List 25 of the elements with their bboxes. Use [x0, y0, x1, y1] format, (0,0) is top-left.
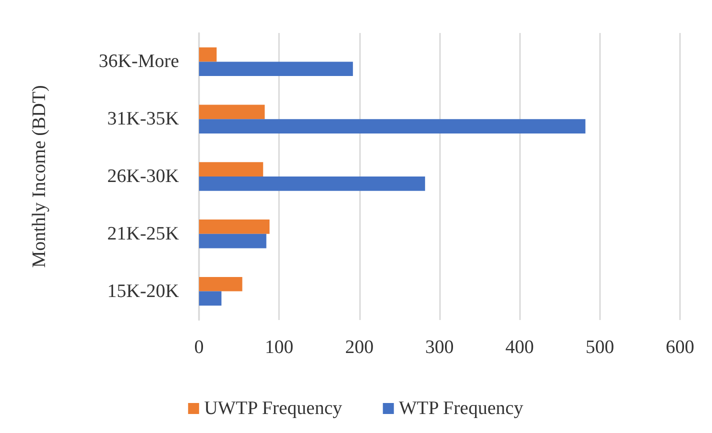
- x-tick-label: 100: [264, 337, 294, 358]
- y-tick-label: 15K-20K: [107, 280, 180, 302]
- bar: [199, 176, 426, 191]
- bar: [199, 104, 265, 120]
- legend-label: UWTP Frequency: [204, 398, 343, 419]
- y-axis-title: Monthly Income (BDT): [29, 85, 50, 268]
- bar: [199, 291, 222, 306]
- x-tick-label: 600: [666, 337, 694, 358]
- bar: [199, 220, 270, 234]
- x-tick-label: 300: [425, 337, 454, 358]
- y-tick-label: 21K-25K: [107, 223, 180, 244]
- y-tick-label: 31K-35K: [107, 108, 180, 130]
- x-tick-label: 200: [345, 337, 374, 358]
- y-tick-label: 26K-30K: [107, 166, 180, 187]
- y-tick-label: 36K-More: [98, 51, 179, 72]
- bar: [199, 119, 586, 134]
- bar: [199, 276, 242, 292]
- bar: [199, 162, 264, 176]
- x-tick-label: 500: [586, 337, 614, 358]
- bar: [199, 47, 217, 62]
- x-tick-label: 400: [505, 337, 534, 358]
- x-tick-label: 0: [194, 337, 204, 358]
- bar: [199, 62, 353, 76]
- legend-label: WTP Frequency: [398, 398, 524, 419]
- bar: [199, 234, 266, 248]
